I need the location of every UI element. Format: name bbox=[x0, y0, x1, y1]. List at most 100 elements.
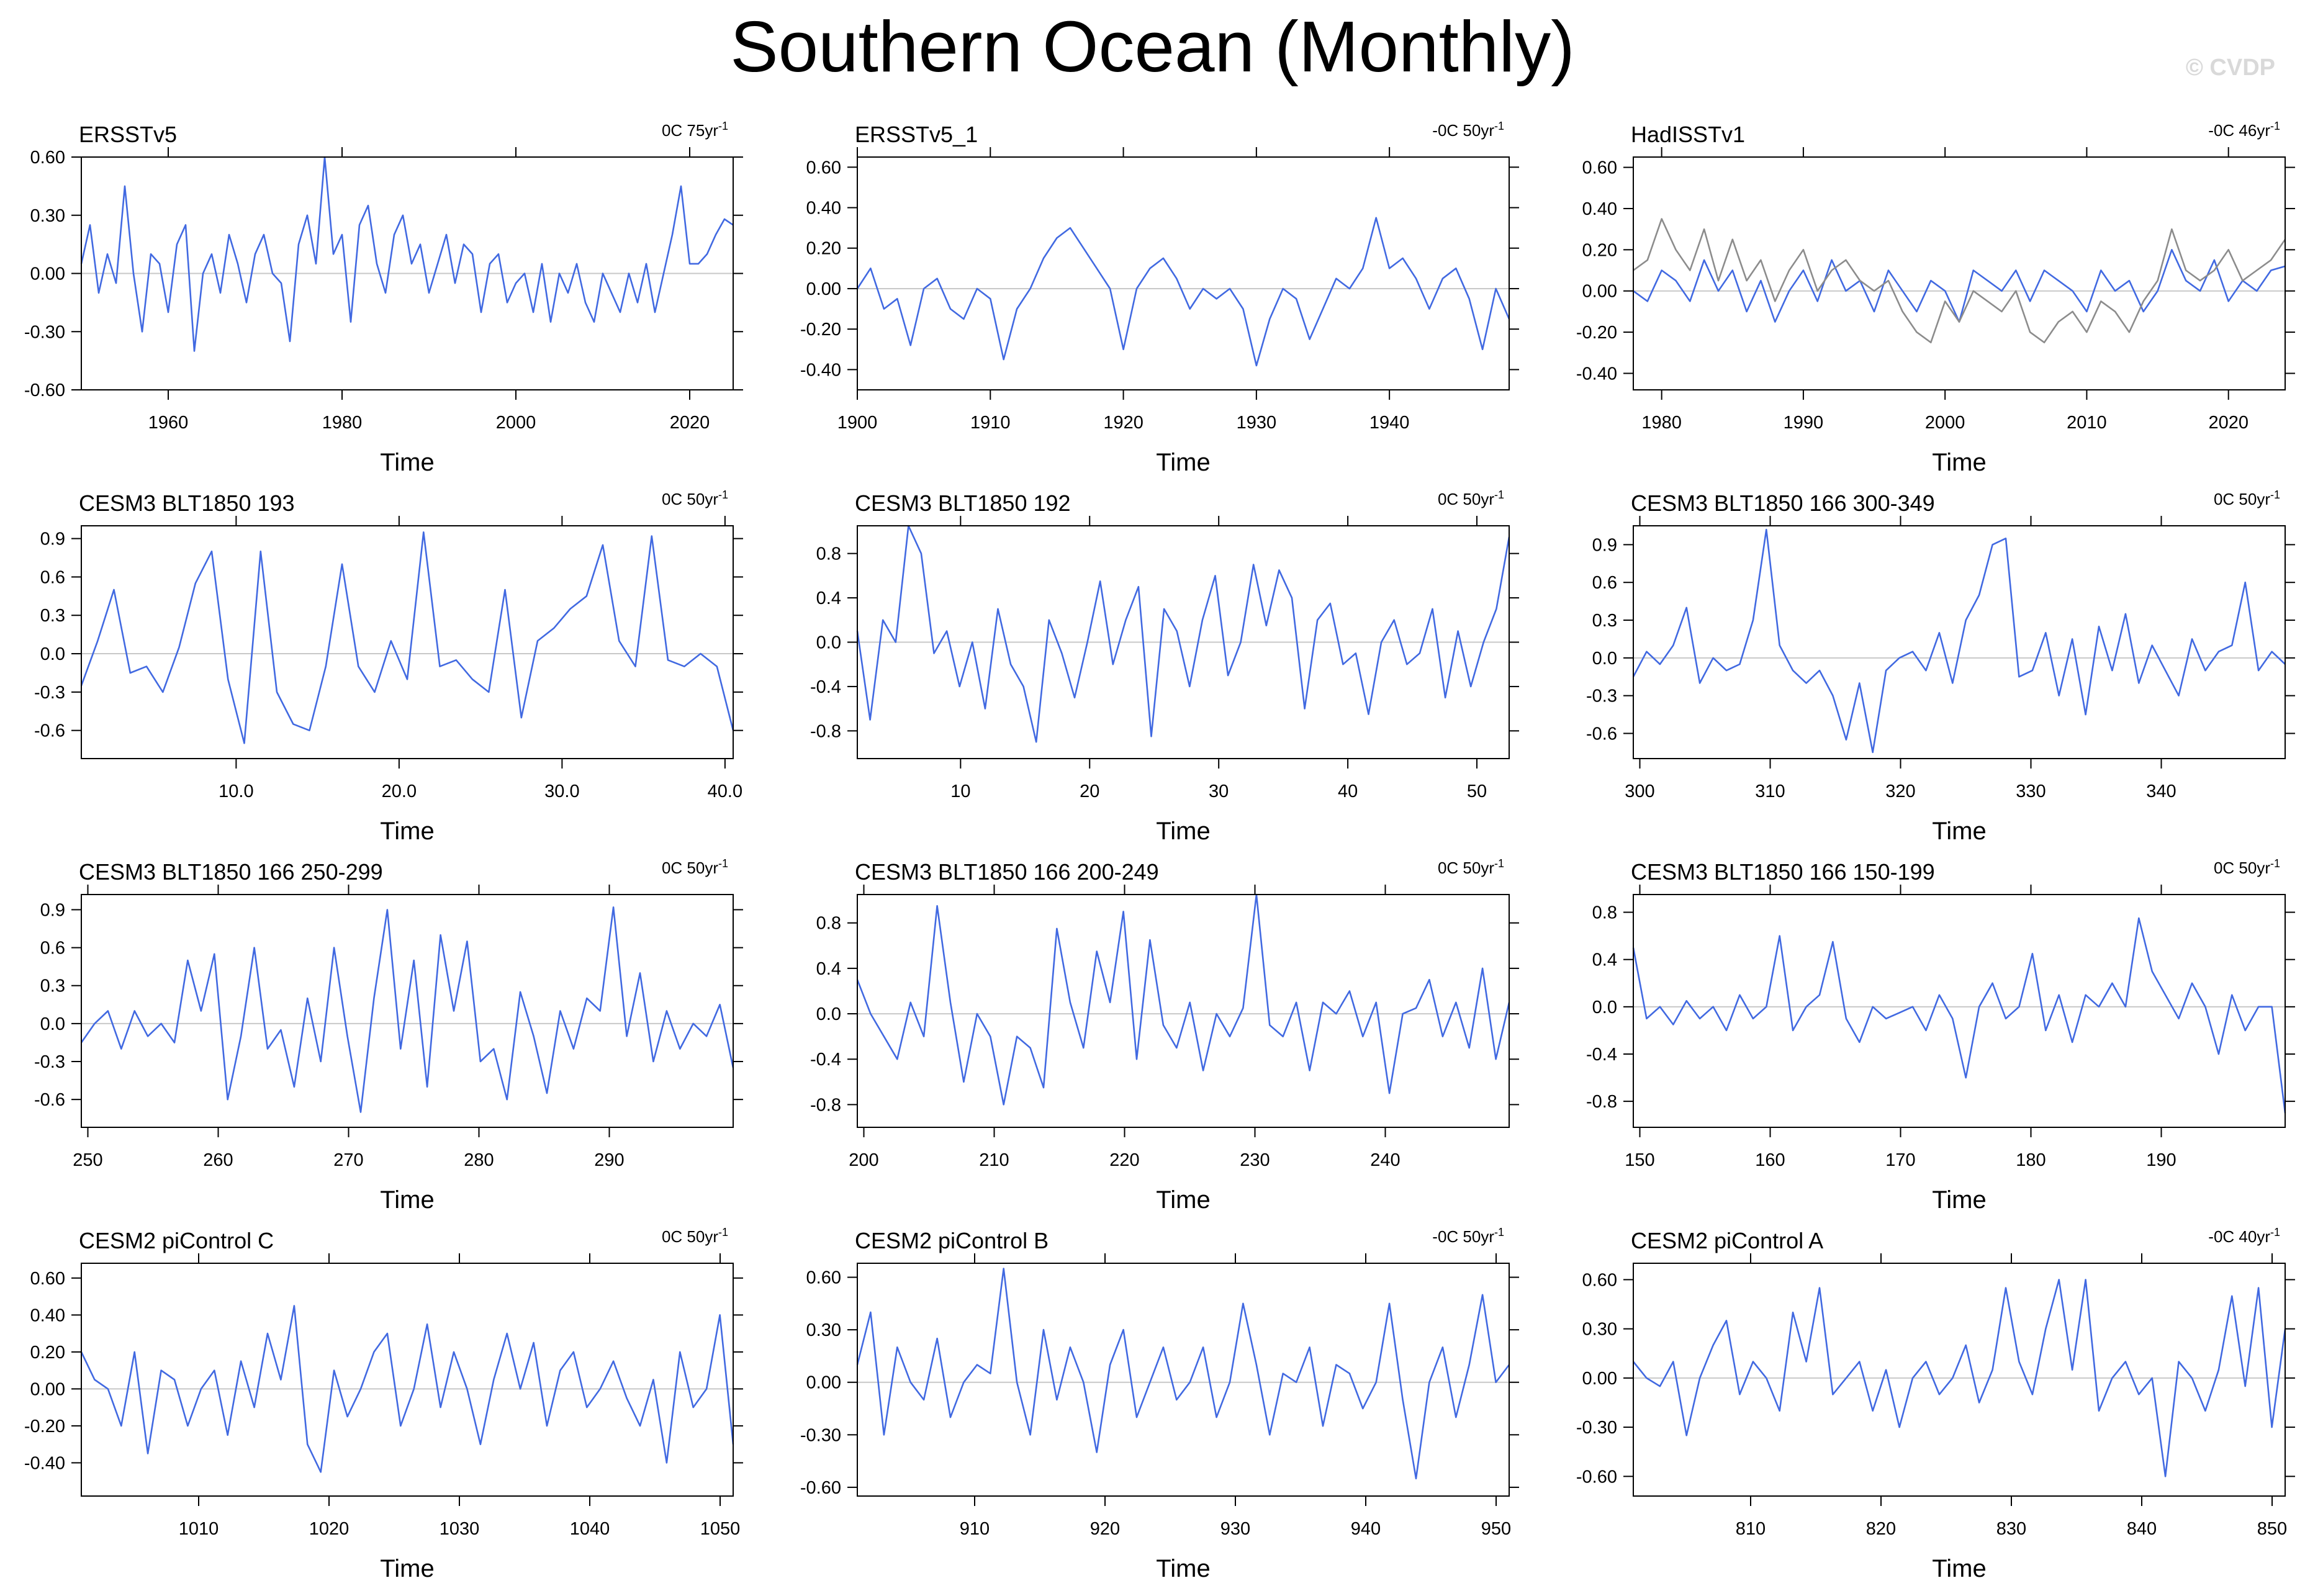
x-tick-label: 1050 bbox=[700, 1519, 741, 1539]
panel-title: CESM3 BLT1850 166 250-299 bbox=[79, 859, 383, 885]
x-tick-label: 920 bbox=[1090, 1519, 1120, 1539]
x-axis-label: Time bbox=[1156, 818, 1210, 845]
y-tick-label: 0.0 bbox=[1592, 649, 1617, 669]
x-tick-label: 200 bbox=[849, 1150, 878, 1170]
y-tick-label: 0.0 bbox=[816, 1004, 841, 1024]
panel-title: CESM3 BLT1850 166 150-199 bbox=[1631, 859, 1935, 885]
series-line-cesm2-picontrol-c bbox=[80, 1305, 734, 1473]
series-line-cesm3-blt1850-166-300-349 bbox=[1632, 528, 2286, 754]
trend-label: -0C 40yr-1 bbox=[2208, 1226, 2280, 1246]
trend-label: -0C 46yr-1 bbox=[2208, 120, 2280, 140]
y-tick-label: 0.00 bbox=[806, 279, 841, 299]
x-tick-label: 1930 bbox=[1237, 413, 1277, 433]
series-line-ersstv5 bbox=[1633, 218, 2286, 344]
panel-title: HadISSTv1 bbox=[1631, 122, 1745, 147]
y-tick-label: 0.9 bbox=[40, 900, 65, 920]
x-axis-label: Time bbox=[380, 1555, 434, 1582]
series-line-cesm2-picontrol-b bbox=[856, 1268, 1510, 1480]
x-axis-label: Time bbox=[1932, 449, 1986, 476]
y-tick-label: -0.4 bbox=[810, 677, 841, 697]
x-axis-label: Time bbox=[1932, 1555, 1986, 1582]
x-tick-label: 1990 bbox=[1784, 413, 1824, 433]
cvdp-watermark: © CVDP bbox=[2185, 55, 2275, 81]
series-line-cesm3-blt1850-193 bbox=[80, 531, 734, 744]
y-tick-label: 0.6 bbox=[40, 567, 65, 587]
y-tick-label: 0.6 bbox=[1592, 573, 1617, 593]
panel-8: 200 210 220 230 240 -0.8 -0.4 0.0 0.4 0.8 CESM3 BL… bbox=[810, 857, 1519, 1214]
y-tick-label: -0.8 bbox=[810, 1095, 841, 1115]
trend-label: 0C 75yr-1 bbox=[662, 120, 728, 140]
y-tick-label: 0.30 bbox=[30, 206, 65, 226]
y-tick-label: -0.40 bbox=[1576, 364, 1617, 384]
panel-6: 300 310 320 330 340 -0.6 -0.3 0.0 0.3 0.6 0.9 CESM3… bbox=[1586, 489, 2295, 845]
x-tick-label: 10.0 bbox=[219, 782, 253, 801]
y-tick-label: 0.4 bbox=[816, 959, 841, 979]
x-tick-label: 1920 bbox=[1103, 413, 1143, 433]
plot-frame bbox=[857, 1263, 1510, 1497]
trend-label: -0C 50yr-1 bbox=[1432, 1226, 1504, 1246]
x-tick-label: 270 bbox=[333, 1150, 363, 1170]
series-line-hadisstv1 bbox=[1633, 248, 2286, 323]
x-tick-label: 2000 bbox=[1925, 413, 1965, 433]
panel-title: CESM3 BLT1850 192 bbox=[855, 490, 1071, 516]
series-line-cesm3-blt1850-192 bbox=[856, 525, 1510, 743]
plot-frame bbox=[857, 894, 1510, 1128]
panel-title: CESM2 piControl C bbox=[79, 1228, 274, 1253]
x-tick-label: 40.0 bbox=[708, 782, 742, 801]
panel-title: CESM3 BLT1850 193 bbox=[79, 490, 295, 516]
y-tick-label: -0.40 bbox=[800, 360, 841, 380]
x-tick-label: 840 bbox=[2127, 1519, 2157, 1539]
y-tick-label: 0.20 bbox=[1582, 240, 1617, 260]
y-tick-label: 0.30 bbox=[806, 1320, 841, 1340]
panel-title: CESM3 BLT1850 166 300-349 bbox=[1631, 490, 1935, 516]
x-tick-label: 940 bbox=[1351, 1519, 1381, 1539]
y-tick-label: 0.9 bbox=[40, 530, 65, 549]
x-tick-label: 850 bbox=[2257, 1519, 2287, 1539]
x-tick-label: 330 bbox=[2016, 782, 2046, 801]
panel-7: 250 260 270 280 290 -0.6 -0.3 0.0 0.3 0.6 0.9 CESM3… bbox=[34, 857, 743, 1214]
x-tick-label: 1010 bbox=[179, 1519, 219, 1539]
y-tick-label: 0.20 bbox=[30, 1343, 65, 1363]
x-tick-label: 1940 bbox=[1369, 413, 1410, 433]
trend-label: -0C 50yr-1 bbox=[1432, 120, 1504, 140]
y-tick-label: 0.3 bbox=[40, 976, 65, 996]
y-tick-label: -0.30 bbox=[24, 322, 65, 342]
x-tick-label: 310 bbox=[1755, 782, 1785, 801]
panel-4: 10.0 20.0 30.0 40.0 -0.6 -0.3 0.0 0.3 0.6 0.9 CESM… bbox=[34, 489, 743, 845]
panel-9: 150 160 170 180 190 -0.8 -0.4 0.0 0.4 0.8 CESM3 BL… bbox=[1586, 857, 2295, 1214]
x-tick-label: 930 bbox=[1220, 1519, 1250, 1539]
x-tick-label: 230 bbox=[1240, 1150, 1270, 1170]
x-tick-label: 180 bbox=[2016, 1150, 2046, 1170]
x-tick-label: 2020 bbox=[670, 413, 710, 433]
x-tick-label: 830 bbox=[1996, 1519, 2026, 1539]
plot-frame bbox=[81, 894, 734, 1128]
x-tick-label: 150 bbox=[1625, 1150, 1654, 1170]
x-tick-label: 1980 bbox=[1641, 413, 1682, 433]
panel-title: CESM2 piControl B bbox=[855, 1228, 1049, 1253]
trend-label: 0C 50yr-1 bbox=[662, 489, 728, 508]
x-tick-label: 290 bbox=[594, 1150, 624, 1170]
y-tick-label: -0.4 bbox=[1586, 1045, 1617, 1065]
x-tick-label: 250 bbox=[73, 1150, 102, 1170]
y-tick-label: -0.3 bbox=[34, 683, 65, 703]
panel-title: ERSSTv5 bbox=[79, 122, 177, 147]
plot-frame bbox=[1633, 1263, 2286, 1497]
panel-2: 1900 1910 1920 1930 1940 -0.40 -0.20 0.00 0.20 0.… bbox=[800, 120, 1519, 476]
trend-label: 0C 50yr-1 bbox=[662, 1226, 728, 1246]
y-tick-label: 0.60 bbox=[806, 158, 841, 178]
y-tick-label: 0.00 bbox=[806, 1373, 841, 1393]
panel-1: 1960 1980 2000 2020 -0.60 -0.30 0.00 0.30 0.60 ER… bbox=[24, 120, 743, 476]
x-tick-label: 40 bbox=[1338, 782, 1358, 801]
y-tick-label: 0.0 bbox=[816, 633, 841, 653]
panel-title: CESM3 BLT1850 166 200-249 bbox=[855, 859, 1159, 885]
plot-frame bbox=[857, 156, 1510, 390]
plot-frame bbox=[1633, 525, 2286, 759]
y-tick-label: 0.3 bbox=[1592, 611, 1617, 631]
y-tick-label: 0.60 bbox=[30, 148, 65, 168]
panel-10: 1010 1020 1030 1040 1050 -0.40 -0.20 0.00 0.20 0.… bbox=[24, 1226, 743, 1582]
y-tick-label: 0.0 bbox=[1592, 998, 1617, 1017]
y-tick-label: 0.4 bbox=[1592, 950, 1617, 970]
x-axis-label: Time bbox=[1932, 1186, 1986, 1214]
trend-label: 0C 50yr-1 bbox=[2214, 489, 2280, 508]
trend-label: 0C 50yr-1 bbox=[662, 857, 728, 877]
